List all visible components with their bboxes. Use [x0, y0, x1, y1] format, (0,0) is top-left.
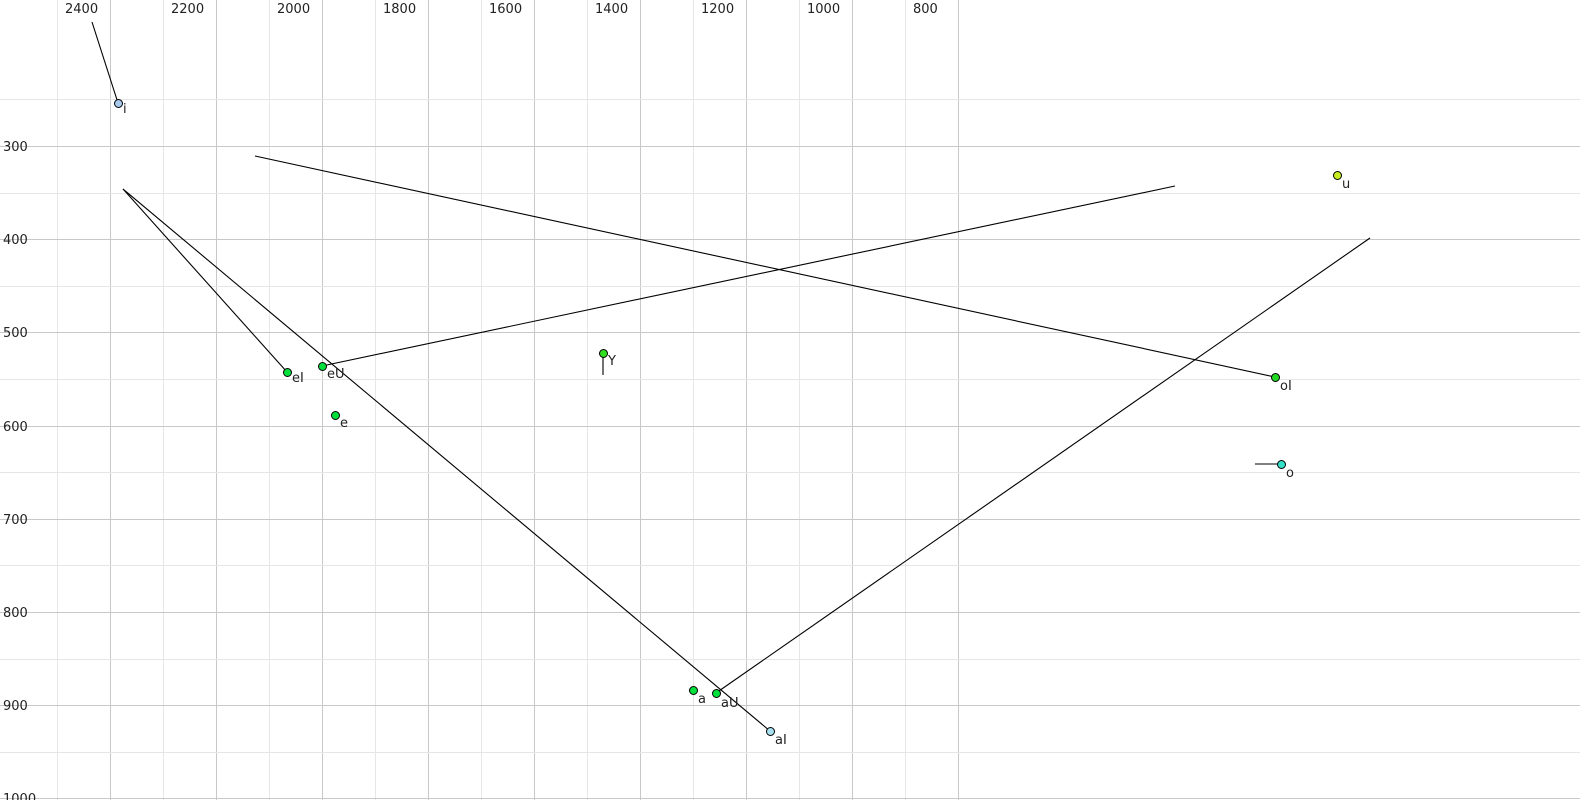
vowel-label-e: e	[340, 416, 348, 431]
vowel-label-eI: eI	[292, 371, 304, 386]
y-axis-tick-label: 600	[3, 419, 28, 435]
x-axis-tick-label: 2200	[171, 2, 205, 17]
x-axis-tick-label: 2000	[277, 2, 311, 17]
vowel-point-e[interactable]	[330, 410, 340, 420]
vowel-label-Y: Y	[608, 354, 616, 369]
vowel-point-Y[interactable]	[598, 348, 608, 358]
x-axis-tick-label: 800	[913, 2, 938, 17]
vowel-label-o: o	[1286, 466, 1294, 481]
y-axis-tick-label: 900	[3, 699, 28, 715]
vowel-point-aI[interactable]	[765, 726, 775, 736]
vowel-label-eU: eU	[327, 367, 345, 382]
trajectory-line	[254, 155, 1276, 378]
y-axis-tick-label: 400	[3, 233, 28, 249]
x-axis-tick-label: 1800	[383, 2, 417, 17]
vowel-point-eU[interactable]	[317, 361, 327, 371]
trajectory-line	[91, 21, 119, 104]
vowel-point-eI[interactable]	[282, 367, 292, 377]
trajectory-line	[321, 185, 1176, 367]
vowel-label-aI: aI	[775, 733, 787, 748]
y-axis-tick-label: 1000	[3, 792, 37, 800]
y-axis-tick-label: 500	[3, 326, 28, 342]
vowel-point-u[interactable]	[1332, 170, 1342, 180]
y-axis-tick-label: 800	[3, 606, 28, 621]
x-axis-tick-label: 1400	[595, 2, 629, 17]
x-axis-tick-label: 1600	[489, 2, 523, 17]
vowel-point-o[interactable]	[1276, 459, 1286, 469]
vowel-point-i[interactable]	[113, 98, 123, 108]
vowel-label-a: a	[698, 692, 706, 707]
trajectory-line	[715, 237, 1371, 694]
x-axis-tick-label: 1000	[807, 2, 841, 17]
vowel-label-i: i	[123, 102, 127, 117]
vowel-point-oI[interactable]	[1270, 372, 1280, 382]
vowel-label-u: u	[1342, 177, 1351, 192]
trajectory-line	[122, 188, 771, 732]
vowel-point-aU[interactable]	[711, 688, 721, 698]
y-axis-tick-label: 300	[3, 140, 28, 155]
vowel-label-oI: oI	[1280, 379, 1292, 394]
vowel-point-a[interactable]	[688, 685, 698, 695]
y-axis-tick-label: 700	[3, 512, 28, 528]
x-axis-tick-label: 1200	[701, 2, 735, 17]
x-axis-tick-label: 2400	[65, 2, 99, 17]
trajectory-line	[122, 188, 288, 373]
vowel-label-aU: aU	[721, 696, 739, 711]
